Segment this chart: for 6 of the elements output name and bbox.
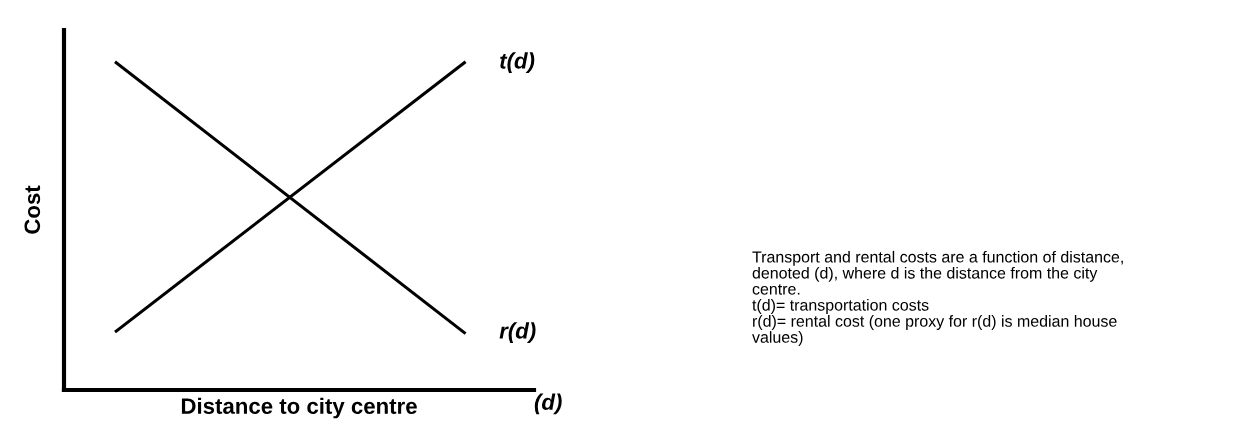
- series-label: t(d): [500, 52, 535, 74]
- x-axis-title: Distance to city centre: [181, 397, 417, 419]
- y-axis-title: Cost: [24, 185, 41, 234]
- text: (d): [534, 393, 562, 415]
- text: Transport and rental costs are a function of distance, denoted (d), where d is the distance from the city centre. t(d)= transportation costs r(d)= rental cost (one proxy for r(d) is median house values): [752, 250, 1123, 346]
- series-label: r(d): [499, 322, 536, 344]
